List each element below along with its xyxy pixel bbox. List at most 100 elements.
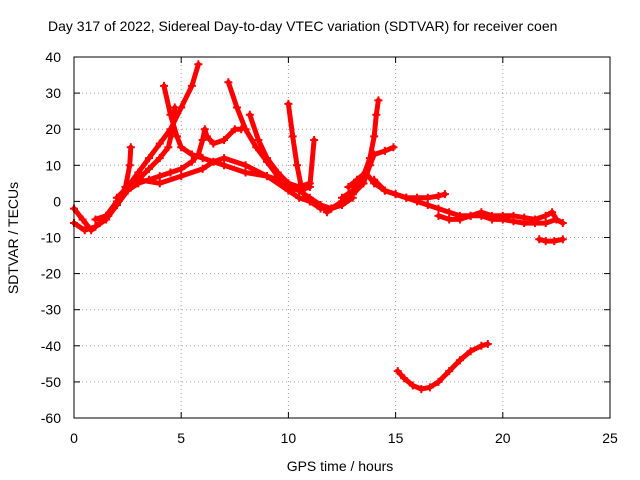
data-point-marker	[310, 136, 319, 145]
data-point-marker	[455, 215, 464, 224]
data-point-marker	[541, 211, 550, 220]
x-axis-label: GPS time / hours	[287, 458, 394, 474]
data-point-marker	[160, 81, 169, 90]
series-track-16	[393, 339, 492, 394]
data-point-marker	[305, 182, 314, 191]
data-point-marker	[434, 191, 443, 200]
x-tick-label: 0	[70, 430, 78, 446]
data-point-marker	[220, 136, 229, 145]
data-point-marker	[284, 179, 293, 188]
data-point-marker	[78, 215, 87, 224]
data-point-marker	[262, 154, 271, 163]
data-point-marker	[344, 182, 353, 191]
data-point-marker	[297, 182, 306, 191]
data-point-marker	[177, 172, 186, 181]
data-point-marker	[370, 132, 379, 141]
data-point-marker	[423, 193, 432, 202]
series-track-9	[284, 99, 325, 213]
data-point-marker	[400, 374, 409, 383]
data-point-marker	[187, 150, 196, 159]
data-point-marker	[288, 132, 297, 141]
data-point-marker	[284, 99, 293, 108]
data-point-marker	[483, 339, 492, 348]
data-point-marker	[466, 347, 475, 356]
data-point-marker	[466, 211, 475, 220]
data-point-marker	[194, 60, 203, 69]
data-point-marker	[374, 96, 383, 105]
data-point-marker	[224, 78, 233, 87]
y-tick-label: -60	[41, 410, 61, 426]
data-point-marker	[220, 161, 229, 170]
data-point-marker	[292, 161, 301, 170]
data-point-marker	[402, 193, 411, 202]
y-tick-label: 10	[45, 157, 61, 173]
data-point-marker	[112, 193, 121, 202]
data-point-marker	[477, 208, 486, 217]
data-point-marker	[301, 193, 310, 202]
data-point-marker	[202, 132, 211, 141]
series-track-14	[434, 208, 567, 228]
data-point-marker	[241, 161, 250, 170]
data-point-marker	[370, 175, 379, 184]
data-point-marker	[164, 143, 173, 152]
data-point-marker	[262, 172, 271, 181]
data-point-marker	[445, 367, 454, 376]
data-point-marker	[80, 226, 89, 235]
data-point-marker	[550, 237, 559, 246]
data-point-marker	[498, 211, 507, 220]
data-point-marker	[541, 219, 550, 228]
y-tick-label: -50	[41, 374, 61, 390]
data-point-marker	[558, 219, 567, 228]
data-point-marker	[209, 139, 218, 148]
data-point-marker	[488, 211, 497, 220]
data-point-marker	[198, 136, 207, 145]
data-point-marker	[417, 385, 426, 394]
x-tick-label: 5	[177, 430, 185, 446]
data-point-marker	[172, 132, 181, 141]
data-point-marker	[198, 154, 207, 163]
data-point-marker	[177, 103, 186, 112]
data-point-marker	[187, 81, 196, 90]
data-point-marker	[338, 201, 346, 210]
data-point-marker	[434, 211, 443, 220]
y-axis-label: SDTVAR / TECUs	[5, 182, 21, 294]
data-point-marker	[440, 190, 449, 199]
data-point-marker	[155, 154, 164, 163]
data-point-marker	[477, 341, 486, 350]
data-point-marker	[445, 215, 454, 224]
data-point-marker	[187, 157, 196, 166]
x-tick-label: 10	[281, 430, 297, 446]
data-point-marker	[434, 204, 443, 213]
data-point-marker	[393, 367, 402, 376]
data-point-marker	[445, 208, 454, 217]
data-point-marker	[91, 215, 100, 224]
y-tick-label: 40	[45, 49, 61, 65]
y-tick-label: 20	[45, 121, 61, 137]
data-point-marker	[241, 125, 250, 134]
data-point-marker	[380, 186, 389, 195]
y-tick-label: -10	[41, 230, 61, 246]
data-point-marker	[535, 235, 544, 244]
x-tick-label: 20	[495, 430, 511, 446]
data-point-marker	[408, 381, 417, 390]
data-point-marker	[254, 136, 263, 145]
data-point-marker	[434, 377, 443, 386]
data-point-marker	[155, 172, 164, 181]
data-point-marker	[530, 215, 539, 224]
data-point-marker	[209, 157, 218, 166]
data-point-marker	[359, 179, 368, 188]
data-point-marker	[365, 161, 374, 170]
data-point-marker	[552, 215, 561, 224]
data-point-marker	[273, 168, 282, 177]
data-point-marker	[155, 179, 164, 188]
data-point-marker	[91, 222, 100, 231]
data-point-marker	[425, 383, 434, 392]
y-tick-label: 0	[53, 193, 61, 209]
data-point-marker	[123, 182, 132, 191]
x-tick-label: 15	[388, 430, 404, 446]
data-point-marker	[338, 193, 346, 202]
series-track-11	[348, 143, 398, 199]
data-point-marker	[413, 197, 422, 206]
